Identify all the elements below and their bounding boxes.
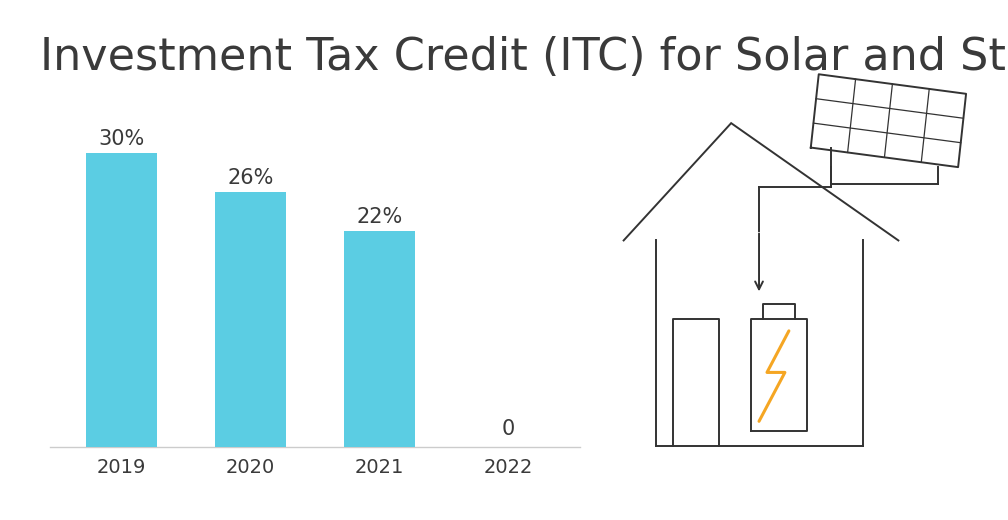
Text: Investment Tax Credit (ITC) for Solar and Storage: Investment Tax Credit (ITC) for Solar an… (40, 36, 1008, 80)
Text: 30%: 30% (98, 128, 144, 149)
Bar (344, 231, 415, 447)
Text: 22%: 22% (357, 207, 402, 227)
Bar (86, 152, 157, 447)
Text: 26%: 26% (227, 168, 273, 188)
Text: 0: 0 (502, 419, 515, 439)
Bar (215, 192, 286, 447)
